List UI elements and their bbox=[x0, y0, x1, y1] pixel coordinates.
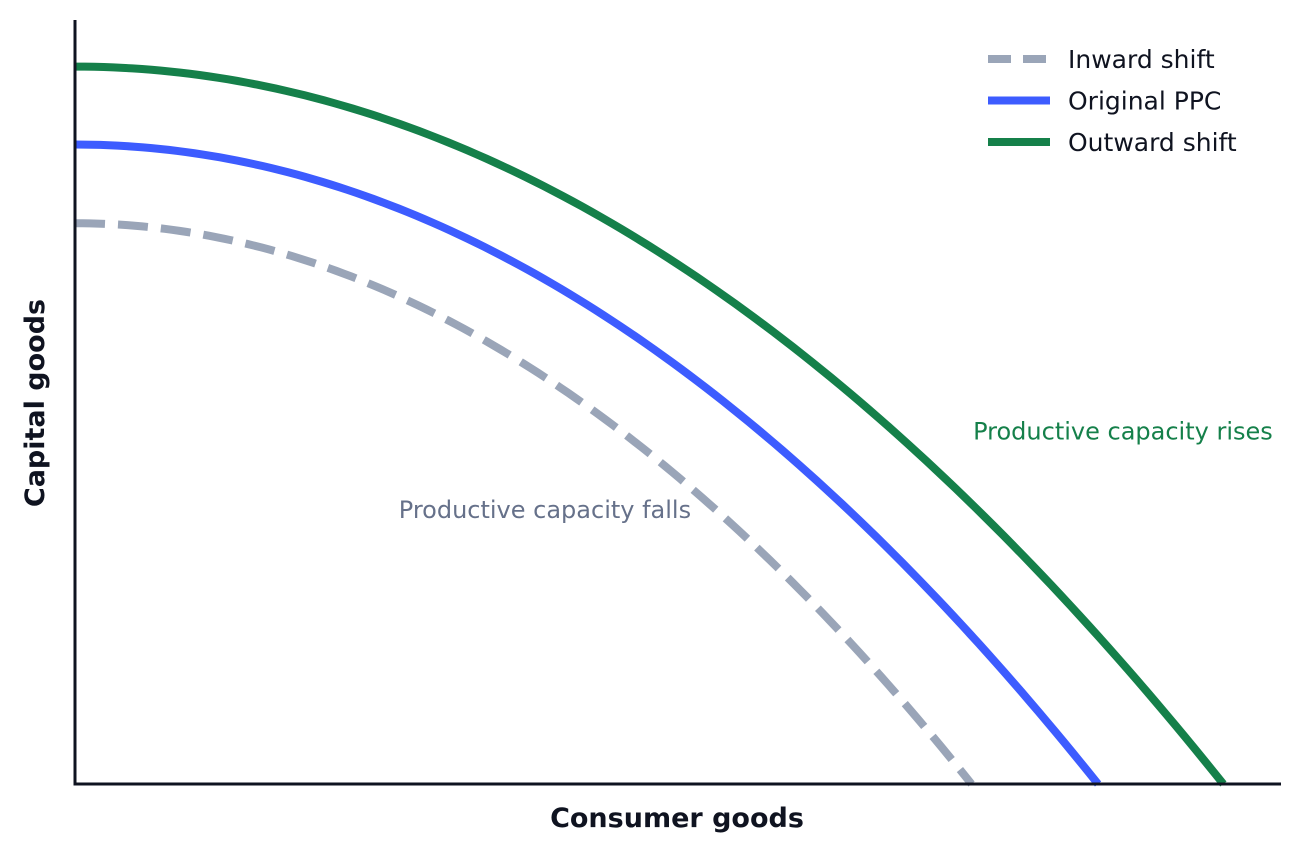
legend-label-inward-shift: Inward shift bbox=[1068, 45, 1215, 74]
series-line-original-ppc bbox=[74, 140, 1102, 787]
annotation-productive-capacity-falls: Productive capacity falls bbox=[399, 496, 691, 524]
series-line-outward-shift bbox=[74, 62, 1227, 787]
annotations: Productive capacity falls Productive capa… bbox=[399, 417, 1273, 524]
series-curves bbox=[74, 62, 1227, 787]
series-line-inward-shift bbox=[74, 219, 975, 787]
legend-label-original-ppc: Original PPC bbox=[1068, 87, 1221, 116]
legend-label-outward-shift: Outward shift bbox=[1068, 128, 1237, 157]
x-axis-title: Consumer goods bbox=[550, 803, 804, 834]
y-axis-title: Capital goods bbox=[20, 299, 51, 507]
legend: Inward shift Original PPC Outward shift bbox=[988, 45, 1237, 157]
annotation-productive-capacity-rises: Productive capacity rises bbox=[973, 417, 1273, 445]
